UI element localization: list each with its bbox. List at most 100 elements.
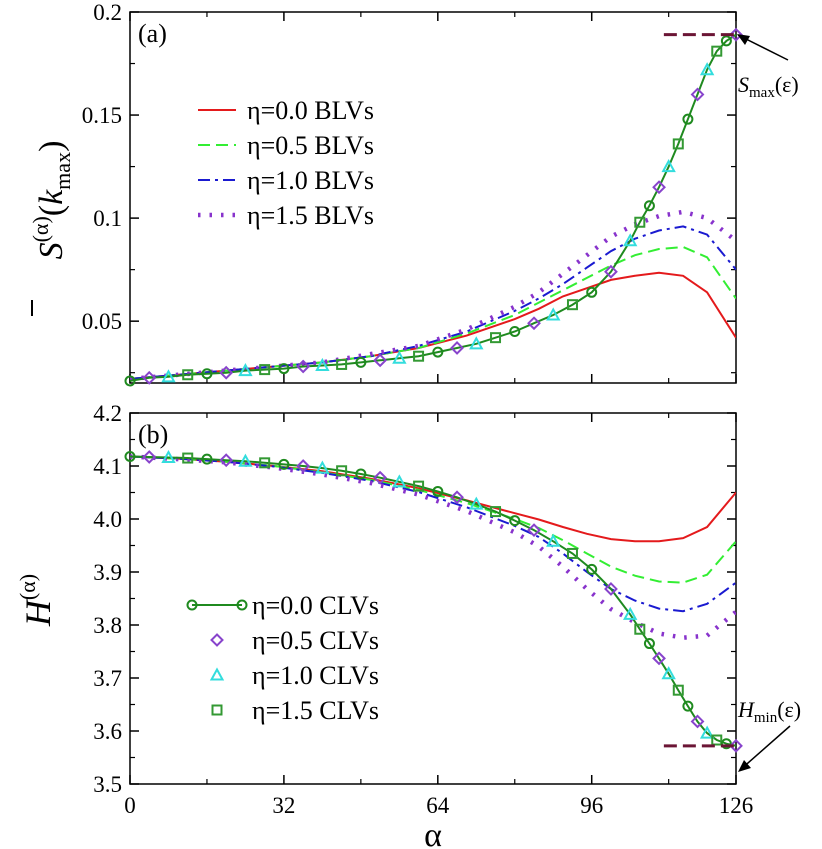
data-point-diamond bbox=[373, 470, 388, 485]
data-point-square bbox=[413, 350, 425, 362]
data-point-circle bbox=[355, 356, 367, 368]
series-line-blv-eta-1 bbox=[130, 245, 736, 380]
data-point-diamond bbox=[527, 523, 541, 538]
arrow-head bbox=[738, 760, 751, 772]
data-point-square bbox=[182, 452, 194, 464]
x-tick-label: 0 bbox=[124, 793, 136, 818]
data-point-circle bbox=[201, 453, 213, 465]
legend: η=0.0 CLVs η=0.5 CLVs η=1.0 CLVs η=1.5 CLVs bbox=[186, 591, 379, 725]
data-point-triangle bbox=[469, 336, 484, 350]
data-point-square bbox=[182, 369, 194, 381]
legend-entry: η=1.5 BLVs bbox=[247, 201, 374, 230]
data-point-square bbox=[711, 45, 723, 57]
data-point-circle bbox=[682, 700, 694, 712]
data-point-triangle bbox=[661, 159, 676, 173]
data-point-circle bbox=[186, 599, 198, 611]
data-point-diamond bbox=[210, 633, 224, 647]
data-point-diamond bbox=[450, 341, 464, 355]
data-point-diamond bbox=[142, 370, 157, 385]
data-point-square bbox=[211, 704, 223, 716]
x-axis-label: α bbox=[424, 817, 442, 849]
data-point-circle bbox=[643, 200, 655, 212]
data-point-triangle bbox=[546, 533, 561, 547]
data-point-triangle bbox=[546, 307, 561, 321]
x-tick-label: 64 bbox=[426, 793, 450, 818]
data-point-diamond bbox=[604, 582, 618, 596]
x-tick-label: 32 bbox=[272, 793, 295, 818]
data-point-circle bbox=[586, 286, 598, 298]
data-point-circle bbox=[201, 368, 213, 380]
y-tick-label: 3.8 bbox=[93, 613, 122, 638]
data-point-circle bbox=[682, 113, 694, 125]
series-line-blv-eta-0 bbox=[130, 271, 736, 380]
data-point-square bbox=[566, 299, 578, 311]
data-point-triangle bbox=[392, 474, 407, 488]
data-point-circle bbox=[432, 485, 444, 497]
y-tick-label: 3.6 bbox=[93, 719, 122, 744]
data-point-square bbox=[672, 138, 684, 150]
data-point-square bbox=[490, 506, 502, 518]
legend-entry: η=1.0 CLVs bbox=[252, 661, 379, 690]
annotation-text: Hmin(ε) bbox=[737, 697, 801, 726]
data-point-diamond bbox=[652, 180, 666, 195]
y-axis-label-b: H(α) bbox=[15, 574, 58, 627]
data-point-circle bbox=[720, 738, 732, 750]
data-point-triangle bbox=[622, 233, 638, 247]
data-point-circle bbox=[432, 346, 444, 358]
data-point-diamond bbox=[690, 87, 705, 102]
legend-entry: η=0.5 BLVs bbox=[247, 131, 374, 160]
y-tick-label: 0.05 bbox=[82, 309, 122, 334]
legend-entry: η=0.0 CLVs bbox=[252, 591, 379, 620]
plot-frame bbox=[129, 412, 737, 785]
annotation: Smax(ε) bbox=[737, 34, 799, 101]
legend-entry: η=0.5 CLVs bbox=[252, 626, 379, 655]
y-tick-label: 4.1 bbox=[93, 454, 122, 479]
legend-entry: η=0.0 BLVs bbox=[247, 96, 374, 125]
data-point-circle bbox=[278, 363, 290, 375]
data-point-diamond bbox=[450, 490, 464, 505]
legend-entry: η=1.0 BLVs bbox=[247, 166, 374, 195]
data-point-triangle bbox=[392, 350, 407, 364]
data-point-square bbox=[711, 734, 723, 746]
y-axis-label-text: H(α) bbox=[15, 574, 58, 627]
y-axis-label-a: S(α)(kmax) bbox=[28, 141, 75, 316]
legend: η=0.0 BLVs η=0.5 BLVs η=1.0 BLVs η=1.5 BLVs bbox=[198, 96, 374, 230]
data-point-square bbox=[672, 684, 684, 696]
annotation: Hmin(ε) bbox=[737, 697, 801, 772]
data-point-diamond bbox=[142, 450, 157, 464]
data-point-square bbox=[336, 358, 348, 370]
data-point-triangle bbox=[315, 460, 330, 474]
plot-frame bbox=[129, 11, 737, 384]
panel-b: 3.5 3.6 3.7 3.8 3.9 4.0 4.1 4.2 0 32 64 96 126 α (b) Hm… bbox=[93, 401, 801, 849]
data-point-diamond bbox=[219, 365, 234, 380]
data-point-diamond bbox=[652, 651, 666, 666]
data-point-circle bbox=[643, 638, 655, 650]
data-point-circle bbox=[124, 450, 136, 462]
series-line-blv-eta-1 bbox=[130, 455, 736, 584]
data-point-triangle bbox=[238, 453, 253, 467]
y-tick-label: 3.5 bbox=[93, 772, 122, 797]
data-point-diamond bbox=[219, 453, 234, 468]
data-point-circle bbox=[236, 599, 248, 611]
y-axis-label-text: S(α)(kmax) bbox=[28, 141, 75, 260]
panel-a: 0.05 0.1 0.15 0.2 (a) Smax(ε) η=0.0 BLVs η=0.5 … bbox=[82, 0, 799, 387]
data-point-triangle bbox=[161, 449, 176, 464]
data-point-circle bbox=[509, 325, 521, 337]
y-tick-label: 4.2 bbox=[93, 401, 122, 426]
annotation-text: Smax(ε) bbox=[738, 72, 799, 101]
data-point-triangle bbox=[699, 62, 715, 76]
legend-entry: η=1.5 CLVs bbox=[252, 696, 379, 725]
data-point-circle bbox=[355, 468, 367, 480]
series-line-blv-eta-3 bbox=[130, 454, 736, 640]
y-tick-label: 3.7 bbox=[93, 666, 122, 691]
arrow-head bbox=[737, 34, 750, 45]
data-point-triangle bbox=[209, 667, 225, 681]
data-point-circle bbox=[720, 35, 732, 47]
series-line-blv-eta-0 bbox=[130, 455, 736, 543]
panel-label: (a) bbox=[138, 19, 167, 48]
data-point-square bbox=[634, 216, 646, 228]
data-point-square bbox=[634, 623, 646, 635]
data-point-circle bbox=[586, 563, 598, 575]
data-point-square bbox=[413, 480, 425, 492]
data-point-triangle bbox=[661, 666, 676, 680]
